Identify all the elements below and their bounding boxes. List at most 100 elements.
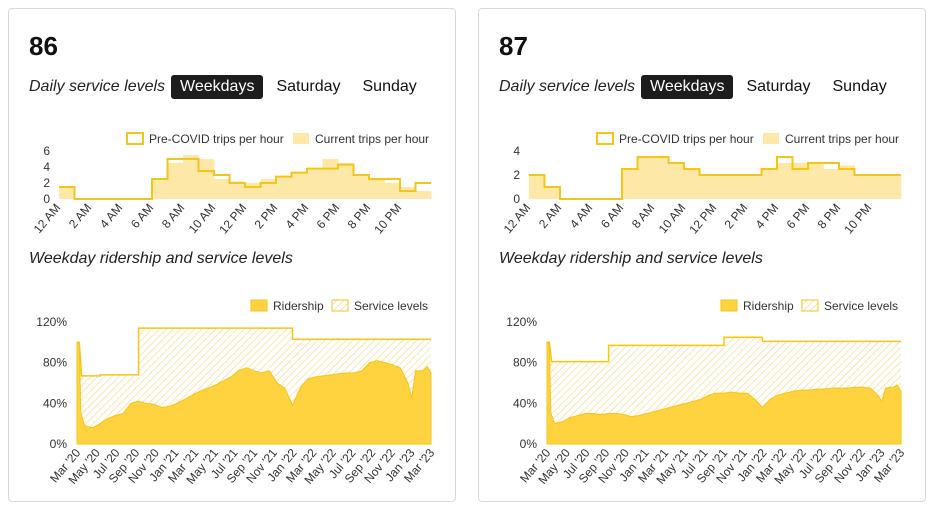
ridership-title: Weekday ridership and service levels <box>29 250 293 267</box>
y-tick-label: 2 <box>513 168 520 182</box>
current-trips-bar <box>307 168 323 199</box>
x-tick-label: 8 AM <box>159 201 187 231</box>
x-tick-label: 4 AM <box>567 201 595 231</box>
current-trips-bar <box>59 187 75 199</box>
ridership-area <box>546 341 902 445</box>
x-tick-label: 8 PM <box>345 201 374 231</box>
service-chart: Pre-COVID trips per hour Current trips pe… <box>501 132 902 237</box>
current-trips-bar <box>214 179 230 199</box>
current-trips-bar <box>183 155 199 199</box>
legend-precovid-swatch <box>126 132 144 145</box>
x-tick-label: 12 PM <box>686 201 719 237</box>
current-trips-bar <box>792 163 809 199</box>
current-trips-bar <box>839 165 855 199</box>
service-day-tabs: Daily service levels Weekdays Saturday S… <box>499 75 900 99</box>
x-tick-label: 8 AM <box>629 201 657 231</box>
x-tick-label: 10 PM <box>371 201 404 237</box>
x-tick-label: 12 AM <box>31 201 64 236</box>
current-trips-bar <box>699 175 716 199</box>
x-tick-label: 12 AM <box>501 201 534 236</box>
legend-ridership-label: Ridership <box>273 299 324 313</box>
y-tick-label: 40% <box>513 396 537 410</box>
legend-service-label: Service levels <box>824 299 898 313</box>
current-trips-bar <box>761 169 778 199</box>
current-trips-bar <box>369 179 385 199</box>
tab-weekdays[interactable]: Weekdays <box>641 75 734 99</box>
legend-current-label: Current trips per hour <box>785 132 899 146</box>
legend-precovid-label: Pre-COVID trips per hour <box>149 132 284 146</box>
y-tick-label: 80% <box>513 356 537 370</box>
current-trips-bar <box>684 169 700 199</box>
current-trips-bar <box>152 179 168 199</box>
current-trips-bar <box>823 169 840 199</box>
x-tick-label: 2 PM <box>252 201 281 231</box>
legend-current-label: Current trips per hour <box>315 132 429 146</box>
tab-saturday[interactable]: Saturday <box>276 78 341 95</box>
ridership-title: Weekday ridership and service levels <box>499 250 763 267</box>
precovid-trips-line <box>529 156 901 200</box>
y-tick-label: 0 <box>513 192 520 206</box>
current-trips-bar <box>730 175 747 199</box>
legend-precovid-label: Pre-COVID trips per hour <box>619 132 754 146</box>
current-trips-bar <box>668 163 685 199</box>
service-label: Daily service levels <box>499 78 636 95</box>
current-trips-bar <box>870 175 886 199</box>
current-trips-bar <box>529 175 545 199</box>
ridership-area <box>76 341 432 445</box>
current-trips-bar <box>384 183 401 199</box>
current-trips-bar <box>167 163 184 199</box>
current-trips-bar <box>885 175 902 199</box>
service-chart: Pre-COVID trips per hour Current trips pe… <box>31 132 432 237</box>
x-tick-label: 4 AM <box>97 201 125 231</box>
y-tick-label: 120% <box>506 315 537 329</box>
legend-service-label: Service levels <box>354 299 428 313</box>
current-trips-bar <box>229 181 246 199</box>
route-number: 86 <box>29 31 58 61</box>
legend-ridership-swatch <box>720 299 738 312</box>
current-trips-bar <box>400 187 416 199</box>
y-tick-label: 40% <box>43 396 67 410</box>
y-tick-label: 6 <box>43 144 50 158</box>
x-tick-label: 10 AM <box>656 201 689 236</box>
y-tick-label: 4 <box>43 160 50 174</box>
y-tick-label: 0% <box>520 437 538 451</box>
x-tick-label: 8 PM <box>815 201 844 231</box>
legend-service-swatch <box>331 299 349 312</box>
y-tick-label: 4 <box>513 144 520 158</box>
current-trips-bar <box>291 172 308 199</box>
legend-ridership-swatch <box>250 299 268 312</box>
legend-precovid-swatch <box>596 132 614 145</box>
x-tick-label: 12 PM <box>216 201 249 237</box>
x-tick-label: 2 AM <box>536 201 564 231</box>
service-levels-line <box>547 336 901 363</box>
current-trips-bar <box>622 169 638 199</box>
current-trips-bar <box>653 157 669 199</box>
x-tick-label: 6 PM <box>784 201 813 231</box>
route-card-86: 86 Daily service levels Weekdays Saturda… <box>8 8 456 502</box>
x-tick-label: 10 PM <box>841 201 874 237</box>
x-tick-label: 4 PM <box>283 201 312 231</box>
tab-sunday[interactable]: Sunday <box>832 78 887 95</box>
y-tick-label: 120% <box>36 315 67 329</box>
current-trips-bar <box>322 159 339 199</box>
legend-ridership-label: Ridership <box>743 299 794 313</box>
tab-sunday[interactable]: Sunday <box>362 78 417 95</box>
current-trips-bar <box>854 175 871 199</box>
precovid-trips-line <box>59 158 431 200</box>
route-card-87: 87 Daily service levels Weekdays Saturda… <box>478 8 926 502</box>
tab-saturday[interactable]: Saturday <box>746 78 811 95</box>
y-tick-label: 2 <box>43 176 50 190</box>
current-trips-bar <box>276 176 292 199</box>
y-tick-label: 0 <box>43 192 50 206</box>
y-tick-label: 80% <box>43 356 67 370</box>
y-tick-label: 0% <box>50 437 68 451</box>
x-tick-label: 6 PM <box>314 201 343 231</box>
current-trips-bar <box>245 183 261 199</box>
x-tick-label: 2 AM <box>66 201 94 231</box>
tab-weekdays[interactable]: Weekdays <box>171 75 264 99</box>
current-trips-bar <box>353 175 370 199</box>
current-trips-bar <box>715 175 731 199</box>
current-trips-bar <box>198 159 215 199</box>
